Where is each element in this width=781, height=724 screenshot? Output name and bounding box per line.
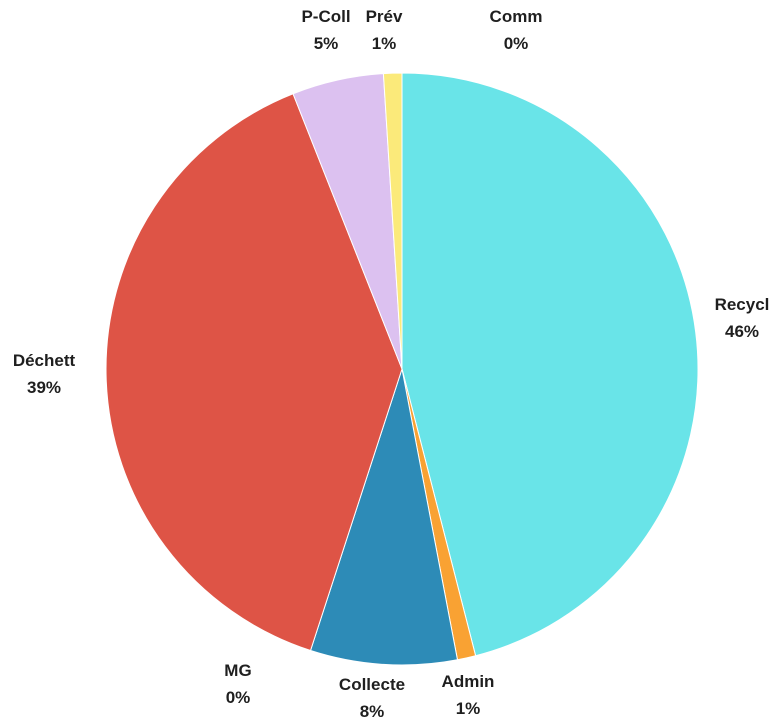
slice-percent-recycl: 46% [725,322,759,341]
slice-label-p-coll: P-Coll [301,7,350,26]
slice-percent-dechett: 39% [27,378,61,397]
slice-percent-mg: 0% [226,688,251,707]
slice-label-mg: MG [224,661,251,680]
slice-label-prev: Prév [366,7,403,26]
slice-percent-p-coll: 5% [314,34,339,53]
pie-slice-collecte [309,368,459,666]
slice-label-admin: Admin [442,672,495,691]
slice-percent-admin: 1% [456,699,481,718]
slice-label-comm: Comm [490,7,543,26]
pie-slice-prev [382,72,403,370]
slice-percent-comm: 0% [504,34,529,53]
pie-slice-dechett [105,93,403,652]
pie-slice-recycl [401,72,699,657]
slice-percent-prev: 1% [372,34,397,53]
slice-label-collecte: Collecte [339,675,405,694]
slice-label-dechett: Déchett [13,351,76,370]
slice-percent-collecte: 8% [360,702,385,721]
slice-label-recycl: Recycl [715,295,770,314]
